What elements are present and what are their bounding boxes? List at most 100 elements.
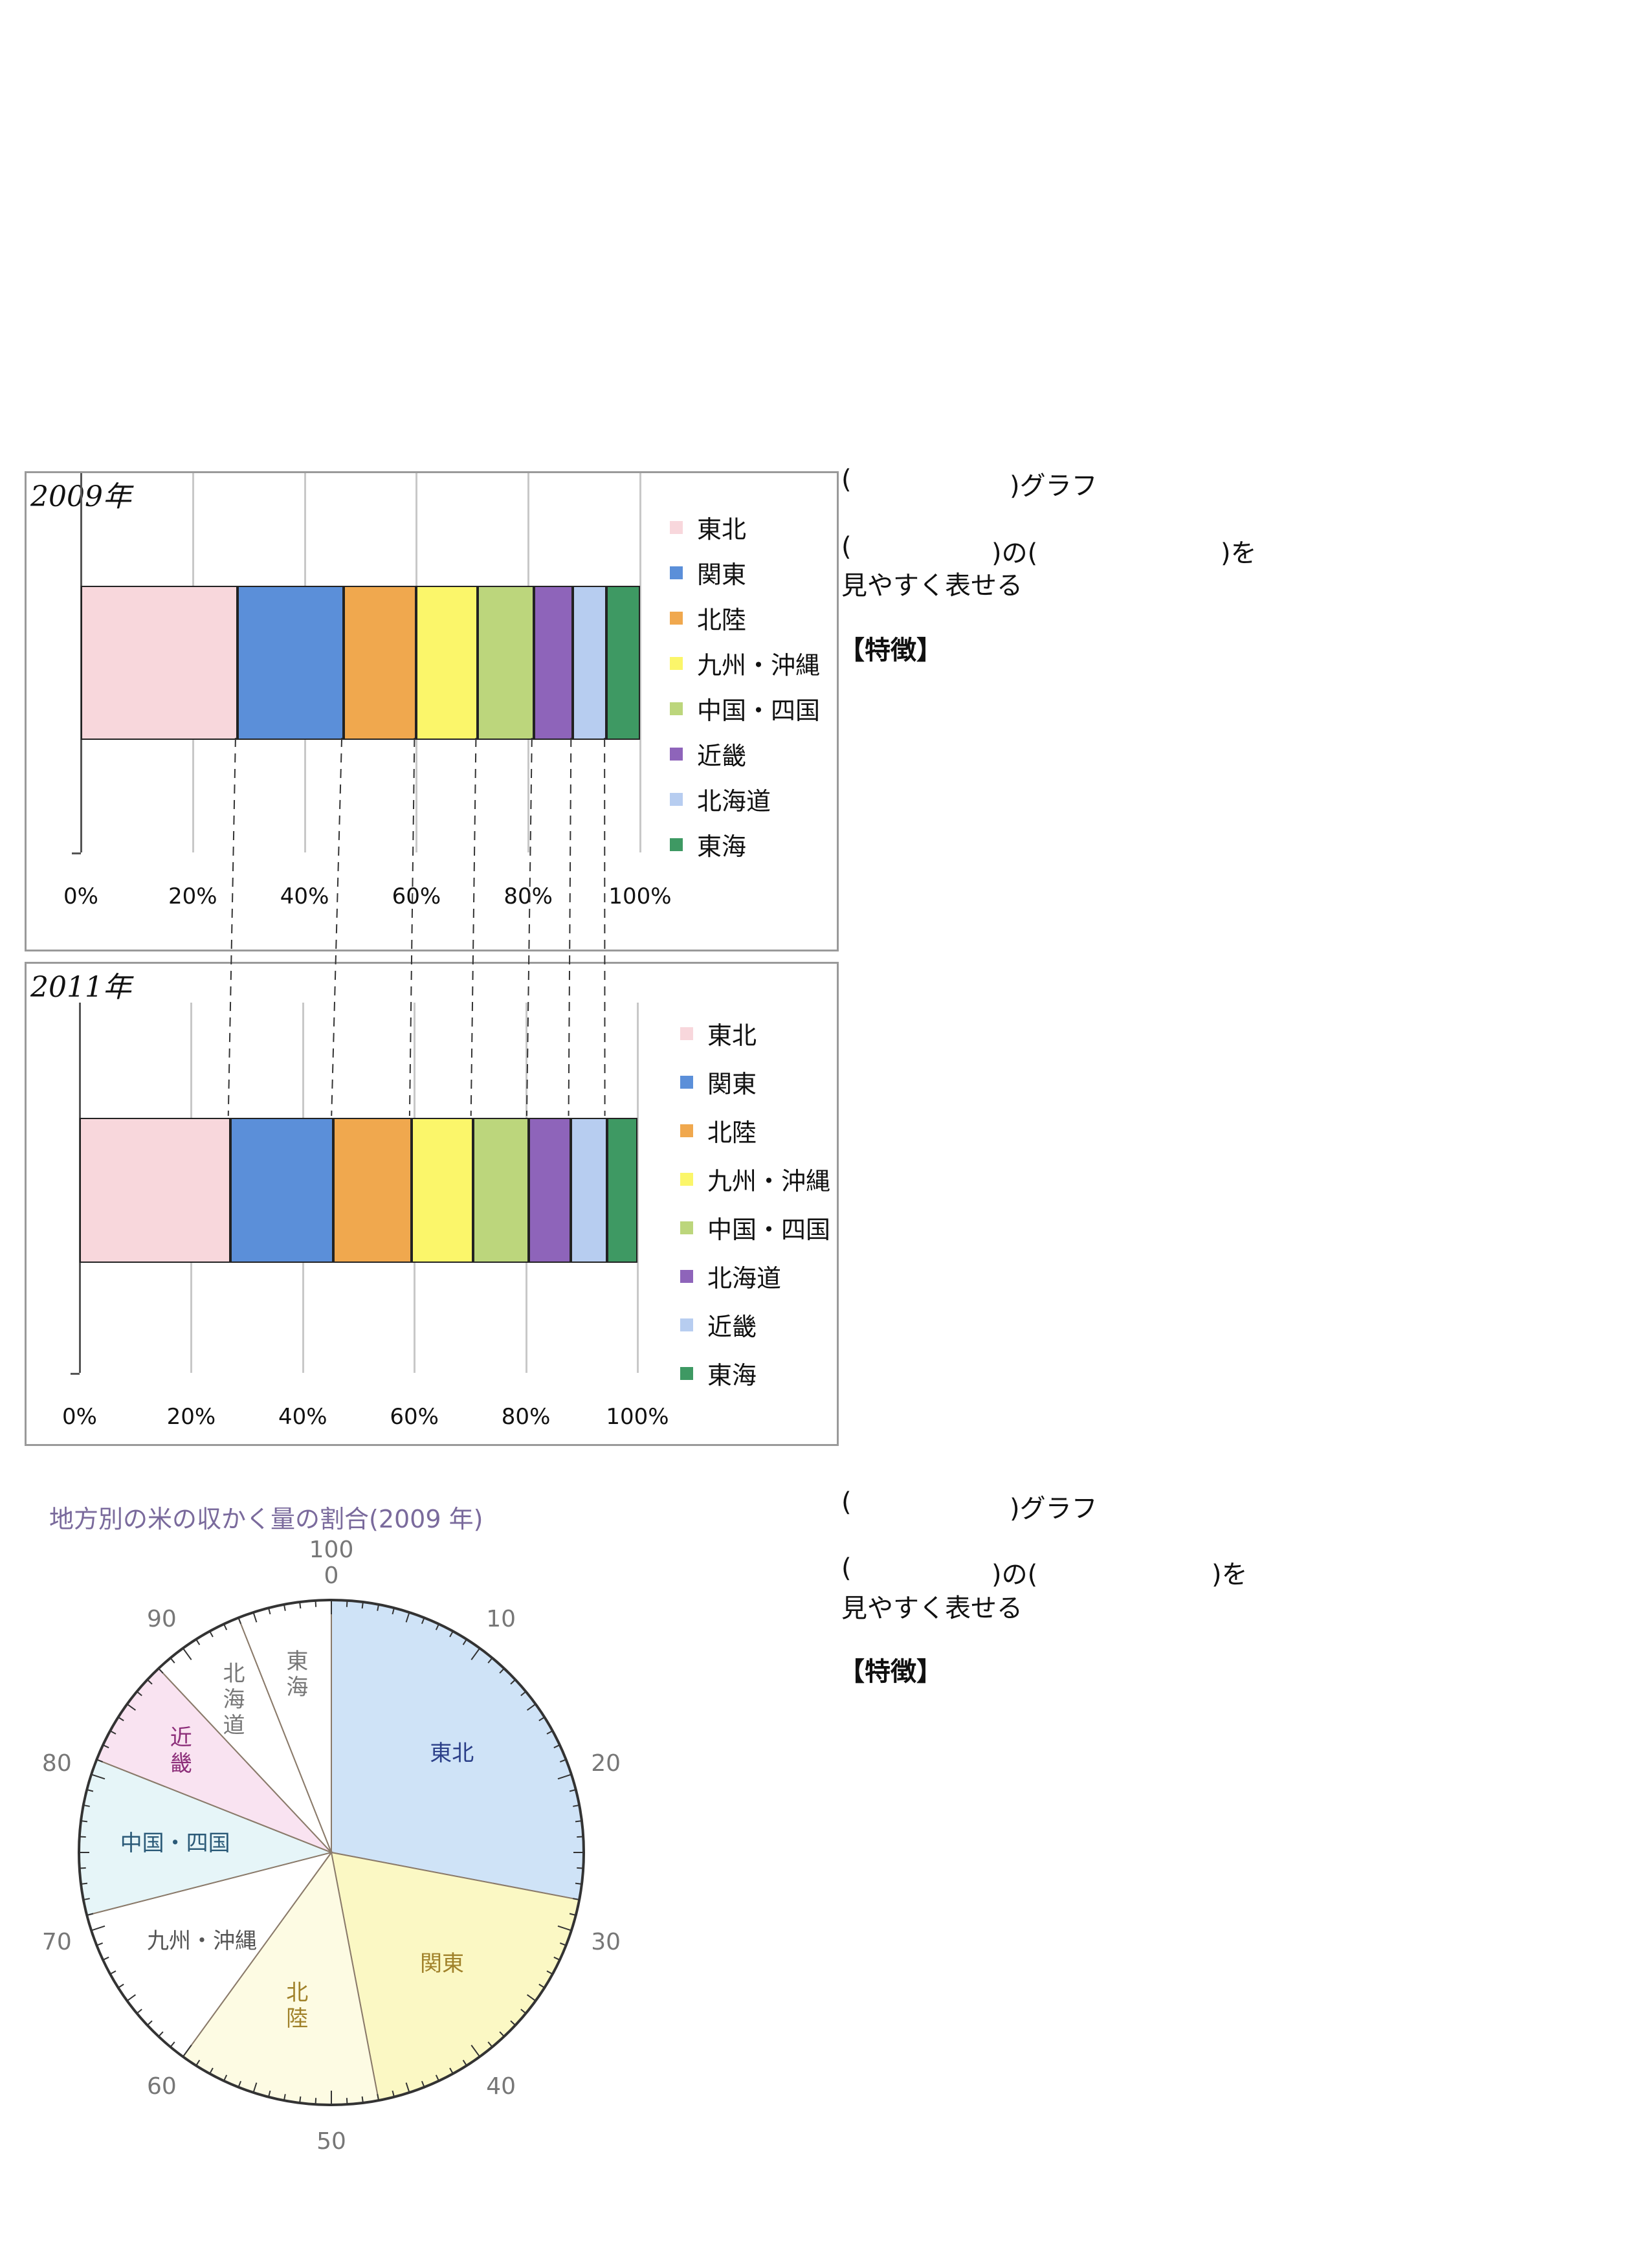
scale-tick <box>158 1668 164 1674</box>
legend-label: 関東 <box>707 1070 757 1098</box>
scale-tick <box>96 1942 104 1946</box>
blank-open-4[interactable]: ( <box>841 1553 852 1583</box>
x-tick-label: 100% <box>606 1404 669 1430</box>
legend-swatch <box>680 1366 693 1380</box>
scale-tick <box>377 1604 380 1611</box>
blank-open-2[interactable]: ( <box>841 532 852 562</box>
scale-tick <box>252 2082 258 2093</box>
bar-segment <box>81 586 238 740</box>
legend-item: 近畿 <box>670 736 746 772</box>
scale-tick <box>462 2060 467 2066</box>
legend-label: 東北 <box>697 515 747 544</box>
scale-tick <box>470 1647 481 1660</box>
bar-segment <box>478 586 534 740</box>
scale-tick <box>182 2045 192 2058</box>
scale-tick <box>470 2045 481 2058</box>
legend-item: 東北 <box>680 1016 757 1051</box>
legend-item: 中国・四国 <box>670 691 820 726</box>
scale-tick <box>435 1623 439 1630</box>
pie-label: 近畿 <box>170 1725 192 1777</box>
scale-tick <box>346 1600 348 1607</box>
scale-tick <box>238 1618 242 1625</box>
bar-segment <box>528 1118 571 1263</box>
scale-tick <box>487 2041 493 2048</box>
legend-swatch <box>680 1318 693 1331</box>
bar-segment <box>573 586 607 740</box>
scale-tick <box>526 1994 537 2002</box>
blank-open-1[interactable]: ( <box>841 465 852 495</box>
blank-close-2: )を <box>1221 539 1257 568</box>
legend-item: 北陸 <box>680 1113 757 1148</box>
scale-tick <box>377 2094 380 2101</box>
blank-open-3[interactable]: ( <box>841 1487 852 1517</box>
x-tick-label: 40% <box>280 884 329 909</box>
legend-label: 近畿 <box>707 1313 757 1341</box>
scale-tick <box>238 2080 242 2087</box>
scale-label: 90 <box>147 1606 177 1632</box>
pie-label: 北海道 <box>223 1661 245 1739</box>
legend-item: 関東 <box>680 1064 757 1100</box>
bar-segment <box>344 586 417 740</box>
scale-tick <box>223 1623 228 1630</box>
scale-tick <box>170 1657 175 1663</box>
scale-tick <box>96 1759 104 1763</box>
scale-tick <box>158 2031 164 2037</box>
legend-item: 東海 <box>680 1355 757 1391</box>
x-tick-label: 80% <box>501 1404 551 1430</box>
legend-label: 東海 <box>697 832 747 861</box>
bar-segment <box>606 586 640 740</box>
scale-tick <box>421 1618 425 1625</box>
legend-item: 北陸 <box>670 600 746 636</box>
scale-tick <box>118 1717 124 1722</box>
scale-tick <box>170 2041 175 2048</box>
legend-swatch <box>670 838 683 851</box>
scale-label: 70 <box>42 1929 72 1955</box>
scale-label: 30 <box>591 1929 621 1955</box>
scale-tick <box>392 1608 395 1615</box>
x-tick-label: 0% <box>63 884 98 909</box>
legend-swatch <box>670 656 683 670</box>
feature-heading-1: 【特徴】 <box>839 636 942 665</box>
bar-segment <box>237 586 344 740</box>
scale-tick <box>346 2098 348 2105</box>
scale-tick <box>520 1691 527 1696</box>
scale-tick <box>79 1867 86 1869</box>
scale-tick <box>118 1983 124 1988</box>
legend-item: 九州・沖縄 <box>670 645 820 681</box>
blank-mid-2[interactable]: )の( <box>991 539 1038 568</box>
x-tick-label: 80% <box>504 884 553 909</box>
legend-label: 北陸 <box>697 606 747 634</box>
blank-mid-4[interactable]: )の( <box>991 1560 1038 1590</box>
legend-swatch <box>680 1221 693 1234</box>
graph-label-2: )グラフ <box>1010 1494 1098 1524</box>
scale-tick <box>268 1608 271 1615</box>
legend-swatch <box>680 1075 693 1089</box>
scale-tick <box>126 1994 137 2002</box>
scale-tick <box>557 1773 572 1780</box>
line3-1: 見やすく表せる <box>841 571 1023 601</box>
legend-label: 東北 <box>707 1021 757 1050</box>
scale-tick <box>499 2031 505 2037</box>
legend-label: 中国・四国 <box>707 1216 831 1244</box>
legend-swatch <box>680 1269 693 1283</box>
scale-tick <box>421 2080 425 2087</box>
scale-tick <box>109 1730 116 1735</box>
scale-tick <box>538 1983 545 1988</box>
scale-tick <box>487 1657 493 1663</box>
scale-tick <box>546 1970 553 1975</box>
scale-tick <box>268 2090 271 2097</box>
legend-swatch <box>680 1172 693 1186</box>
chart-panel-2011: 2011年 0% 20% 40% 60% 80% 100% 東北 関東 北陸 九州・沖縄 中国・四… <box>25 962 839 1446</box>
legend-label: 北陸 <box>707 1118 757 1147</box>
chart-panel-2009: 2009年 0% 20% 40% 60% 80% 100% 東北 関東 北陸 九州・沖縄 中国・四… <box>25 471 839 951</box>
scale-label: 100 <box>309 1537 354 1563</box>
scale-tick <box>405 1612 410 1623</box>
scale-tick <box>557 1925 572 1931</box>
scale-tick <box>449 2067 454 2074</box>
scale-tick <box>559 1759 566 1763</box>
bar-segment <box>472 1118 529 1263</box>
x-tick-label: 20% <box>166 1404 216 1430</box>
scale-label: 40 <box>486 2073 516 2100</box>
x-tick-label: 100% <box>608 884 672 909</box>
